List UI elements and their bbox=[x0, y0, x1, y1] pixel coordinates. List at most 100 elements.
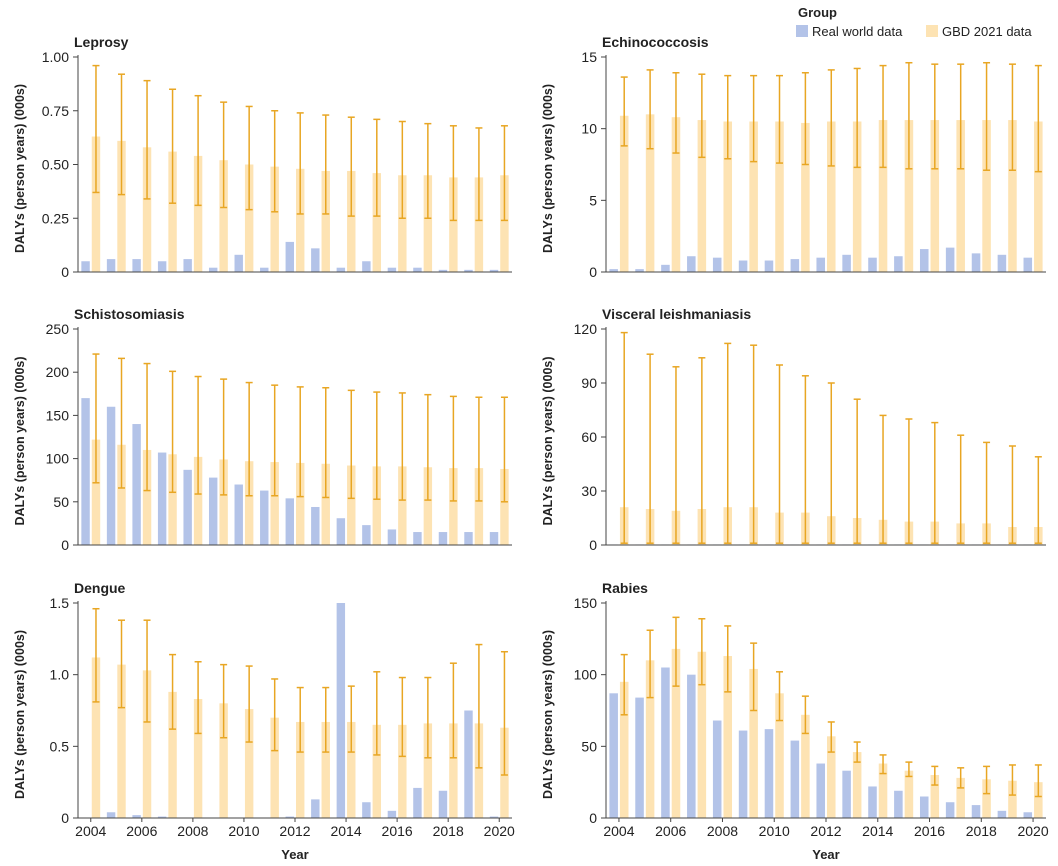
schistosomiasis-real-bar-2005 bbox=[106, 406, 116, 545]
schistosomiasis-ytick-label: 100 bbox=[46, 451, 70, 467]
leprosy-ytick-label: 0.25 bbox=[42, 210, 69, 226]
visceral-leishmaniasis-ytick-label: 90 bbox=[581, 375, 597, 391]
dengue-ytick-label: 0.5 bbox=[50, 738, 70, 754]
schistosomiasis-gbd-bar-2006 bbox=[142, 449, 152, 545]
echinococcosis-gbd-bar-2011 bbox=[801, 122, 810, 272]
schistosomiasis-gbd-bar-2016 bbox=[398, 466, 407, 545]
echinococcosis-real-bar-2017 bbox=[945, 247, 955, 272]
rabies-gbd-bar-2014 bbox=[878, 763, 888, 818]
dengue-errorbar-2008 bbox=[194, 661, 202, 735]
schistosomiasis-real-bar-2018 bbox=[438, 532, 448, 545]
schistosomiasis-real-bar-2014 bbox=[336, 518, 346, 545]
echinococcosis-gbd-bar-2017 bbox=[956, 120, 965, 272]
echinococcosis-gbd-bar-2020 bbox=[1034, 121, 1043, 272]
echinococcosis-real-bar-2018 bbox=[971, 253, 981, 272]
leprosy-ytick-label: 0.75 bbox=[42, 103, 69, 119]
echinococcosis-title: Echinococcosis bbox=[602, 34, 709, 50]
leprosy-real-bar-2011 bbox=[260, 267, 269, 272]
dengue-errorbar-2020 bbox=[500, 650, 508, 776]
dengue-gbd-bar-2015 bbox=[372, 724, 382, 818]
leprosy-gbd-bar-2016 bbox=[398, 175, 407, 272]
dengue-errorbar-2010 bbox=[245, 665, 253, 743]
visceral-leishmaniasis-errorbar-2008 bbox=[724, 342, 732, 544]
echinococcosis-errorbar-2007 bbox=[698, 73, 706, 159]
rabies-gbd-bar-2006 bbox=[671, 648, 681, 818]
rabies-gbd-bar-2020 bbox=[1034, 782, 1043, 818]
rabies-gbd-bar-2004 bbox=[619, 681, 629, 818]
schistosomiasis-errorbar-2019 bbox=[475, 396, 483, 502]
dengue-gbd-bar-2011 bbox=[270, 717, 279, 818]
leprosy-gbd-bar-2015 bbox=[372, 173, 382, 272]
rabies-xtick-label: 2004 bbox=[603, 823, 634, 839]
dengue-real-bar-2005 bbox=[106, 812, 116, 818]
rabies-errorbar-2011 bbox=[801, 695, 809, 735]
dengue-gbd-bar-2008 bbox=[193, 699, 203, 818]
rabies-gbd-bar-2007 bbox=[697, 651, 707, 818]
dengue-xtick-label: 2006 bbox=[126, 823, 157, 839]
rabies-real-bar-2008 bbox=[712, 720, 722, 818]
leprosy-errorbar-2008 bbox=[194, 94, 202, 207]
dengue-ytick-label: 0 bbox=[61, 810, 69, 826]
schistosomiasis-ytick-label: 150 bbox=[46, 407, 70, 423]
echinococcosis-real-bar-2004 bbox=[609, 269, 618, 272]
schistosomiasis-errorbar-2020 bbox=[500, 396, 508, 503]
schistosomiasis-title: Schistosomiasis bbox=[74, 306, 185, 322]
echinococcosis-real-bar-2009 bbox=[738, 260, 748, 272]
dengue-real-bar-2012 bbox=[285, 816, 294, 818]
leprosy-gbd-bar-2008 bbox=[193, 155, 203, 272]
echinococcosis-gbd-bar-2013 bbox=[852, 121, 862, 272]
schistosomiasis-gbd-bar-2018 bbox=[449, 468, 458, 545]
dengue-gbd-bar-2007 bbox=[168, 691, 177, 818]
dengue-errorbar-2018 bbox=[449, 662, 457, 759]
schistosomiasis-real-bar-2008 bbox=[183, 469, 192, 545]
leprosy-errorbar-2016 bbox=[398, 120, 406, 219]
schistosomiasis-gbd-bar-2015 bbox=[372, 466, 382, 545]
leprosy-gbd-bar-2005 bbox=[117, 140, 126, 272]
rabies-real-bar-2017 bbox=[945, 802, 955, 818]
echinococcosis-gbd-bar-2019 bbox=[1008, 120, 1017, 272]
dengue-xtick-label: 2008 bbox=[177, 823, 208, 839]
leprosy-real-bar-2020 bbox=[489, 269, 499, 272]
echinococcosis-real-bar-2010 bbox=[764, 260, 774, 272]
schistosomiasis-real-bar-2007 bbox=[157, 452, 167, 545]
schistosomiasis-ylabel: DALYs (person years) (000s) bbox=[13, 356, 27, 525]
visceral-leishmaniasis-errorbar-2015 bbox=[905, 418, 913, 544]
dengue-gbd-bar-2014 bbox=[347, 721, 356, 818]
dengue-xtick-label: 2018 bbox=[433, 823, 464, 839]
visceral-leishmaniasis-errorbar-2004 bbox=[620, 331, 628, 544]
rabies-xtick-label: 2014 bbox=[862, 823, 893, 839]
schistosomiasis-real-bar-2012 bbox=[285, 498, 294, 545]
leprosy-ytick-label: 0.50 bbox=[42, 157, 69, 173]
rabies-gbd-bar-2016 bbox=[930, 775, 940, 818]
echinococcosis-real-bar-2005 bbox=[635, 269, 644, 272]
rabies-gbd-bar-2012 bbox=[827, 736, 836, 818]
echinococcosis-errorbar-2015 bbox=[905, 61, 913, 170]
leprosy-gbd-bar-2012 bbox=[296, 168, 305, 272]
schistosomiasis-gbd-bar-2004 bbox=[91, 439, 101, 545]
leprosy-errorbar-2020 bbox=[500, 125, 508, 222]
visceral-leishmaniasis-errorbar-2012 bbox=[827, 382, 835, 544]
rabies-real-bar-2006 bbox=[661, 667, 670, 818]
rabies-ylabel: DALYs (person years) (000s) bbox=[541, 630, 555, 799]
schistosomiasis-errorbar-2010 bbox=[245, 381, 253, 497]
leprosy-real-bar-2016 bbox=[387, 267, 397, 272]
schistosomiasis-errorbar-2006 bbox=[143, 362, 151, 492]
leprosy-gbd-bar-2017 bbox=[423, 175, 433, 272]
leprosy-real-bar-2012 bbox=[285, 241, 294, 272]
rabies-ytick-label: 50 bbox=[581, 738, 597, 754]
rabies-errorbar-2005 bbox=[646, 629, 654, 699]
echinococcosis-errorbar-2014 bbox=[879, 64, 887, 169]
legend: Group Real world data GBD 2021 data bbox=[790, 2, 1052, 42]
rabies-gbd-bar-2009 bbox=[749, 668, 758, 818]
echinococcosis-errorbar-2016 bbox=[931, 63, 939, 170]
dengue-gbd-bar-2018 bbox=[449, 723, 458, 818]
visceral-leishmaniasis-ylabel: DALYs (person years) (000s) bbox=[541, 356, 555, 525]
dengue-errorbar-2017 bbox=[424, 676, 432, 759]
legend-label-real: Real world data bbox=[812, 24, 903, 39]
leprosy-real-bar-2007 bbox=[157, 261, 167, 272]
rabies-xtick-label: 2016 bbox=[914, 823, 945, 839]
schistosomiasis-real-bar-2011 bbox=[260, 490, 269, 545]
leprosy-real-bar-2018 bbox=[438, 269, 448, 272]
rabies-gbd-bar-2011 bbox=[801, 714, 810, 818]
schistosomiasis-chart: Schistosomiasis DALYs (person years) (000… bbox=[13, 306, 512, 553]
